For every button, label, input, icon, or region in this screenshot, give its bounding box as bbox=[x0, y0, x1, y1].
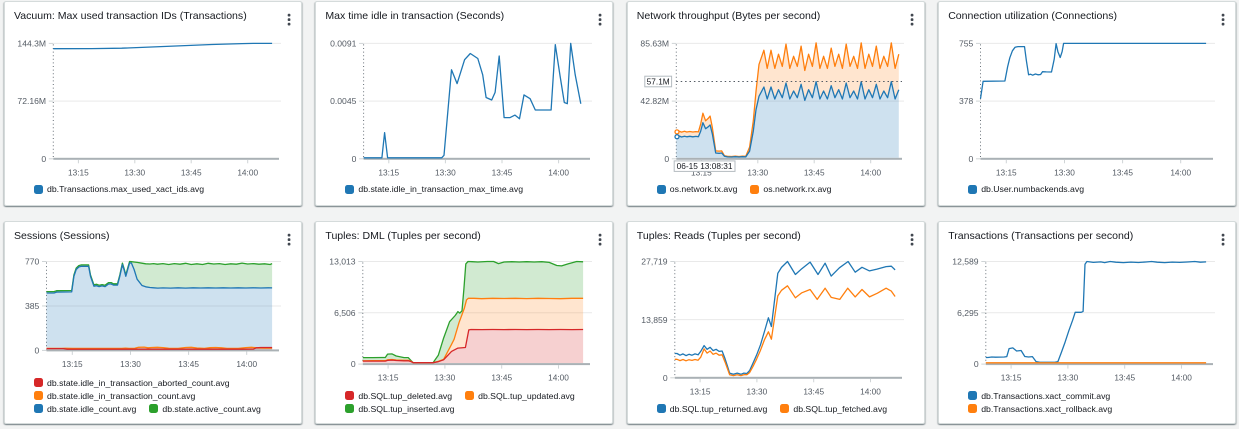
svg-text:385: 385 bbox=[25, 301, 40, 311]
svg-text:14:00: 14:00 bbox=[1171, 373, 1192, 383]
svg-text:13:30: 13:30 bbox=[435, 373, 456, 383]
svg-text:13:30: 13:30 bbox=[746, 386, 767, 396]
svg-text:13,013: 13,013 bbox=[330, 257, 357, 267]
svg-text:13:45: 13:45 bbox=[1115, 373, 1136, 383]
svg-text:13:45: 13:45 bbox=[492, 168, 513, 178]
svg-text:13:30: 13:30 bbox=[120, 359, 141, 369]
svg-text:0: 0 bbox=[35, 346, 40, 356]
svg-text:770: 770 bbox=[25, 257, 40, 267]
svg-text:13:15: 13:15 bbox=[690, 386, 711, 396]
svg-text:13:15: 13:15 bbox=[68, 168, 89, 178]
svg-text:0: 0 bbox=[974, 359, 979, 369]
svg-text:06-15 13:08:31: 06-15 13:08:31 bbox=[676, 161, 732, 171]
svg-text:13:45: 13:45 bbox=[178, 359, 199, 369]
svg-text:13:45: 13:45 bbox=[492, 373, 513, 383]
svg-text:0: 0 bbox=[969, 154, 974, 164]
svg-text:13:30: 13:30 bbox=[1054, 168, 1075, 178]
svg-text:13:15: 13:15 bbox=[378, 373, 399, 383]
svg-text:755: 755 bbox=[959, 39, 974, 49]
svg-text:13:30: 13:30 bbox=[435, 168, 456, 178]
svg-text:13:30: 13:30 bbox=[1058, 373, 1079, 383]
svg-text:13,859: 13,859 bbox=[641, 315, 668, 325]
svg-text:0: 0 bbox=[663, 373, 668, 383]
svg-text:14:00: 14:00 bbox=[1171, 168, 1192, 178]
svg-text:0: 0 bbox=[41, 154, 46, 164]
svg-text:14:00: 14:00 bbox=[237, 168, 258, 178]
svg-text:13:45: 13:45 bbox=[803, 386, 824, 396]
svg-text:13:15: 13:15 bbox=[996, 168, 1017, 178]
svg-text:13:30: 13:30 bbox=[747, 168, 768, 178]
svg-text:6,506: 6,506 bbox=[334, 308, 356, 318]
svg-text:144.3M: 144.3M bbox=[17, 39, 46, 49]
svg-text:13:45: 13:45 bbox=[804, 168, 825, 178]
svg-text:85.63M: 85.63M bbox=[640, 39, 669, 49]
svg-text:27,719: 27,719 bbox=[641, 257, 668, 267]
svg-text:378: 378 bbox=[959, 96, 974, 106]
svg-text:14:00: 14:00 bbox=[860, 168, 881, 178]
svg-text:72.16M: 72.16M bbox=[17, 96, 46, 106]
svg-text:0: 0 bbox=[664, 154, 669, 164]
svg-text:13:15: 13:15 bbox=[691, 168, 712, 178]
svg-text:13:30: 13:30 bbox=[124, 168, 145, 178]
svg-text:13:15: 13:15 bbox=[379, 168, 400, 178]
svg-text:42.82M: 42.82M bbox=[640, 96, 669, 106]
svg-text:0.0045: 0.0045 bbox=[330, 96, 357, 106]
svg-text:57.1M: 57.1M bbox=[646, 77, 669, 87]
svg-text:14:00: 14:00 bbox=[860, 386, 881, 396]
svg-text:0.0091: 0.0091 bbox=[330, 39, 357, 49]
svg-text:13:15: 13:15 bbox=[62, 359, 83, 369]
svg-text:13:15: 13:15 bbox=[1001, 373, 1022, 383]
svg-text:13:45: 13:45 bbox=[181, 168, 202, 178]
svg-text:14:00: 14:00 bbox=[549, 373, 570, 383]
svg-text:14:00: 14:00 bbox=[236, 359, 257, 369]
svg-text:6,295: 6,295 bbox=[957, 308, 979, 318]
svg-text:0: 0 bbox=[351, 359, 356, 369]
svg-text:12,589: 12,589 bbox=[952, 257, 979, 267]
svg-text:13:45: 13:45 bbox=[1112, 168, 1133, 178]
svg-text:14:00: 14:00 bbox=[549, 168, 570, 178]
svg-text:0: 0 bbox=[352, 154, 357, 164]
